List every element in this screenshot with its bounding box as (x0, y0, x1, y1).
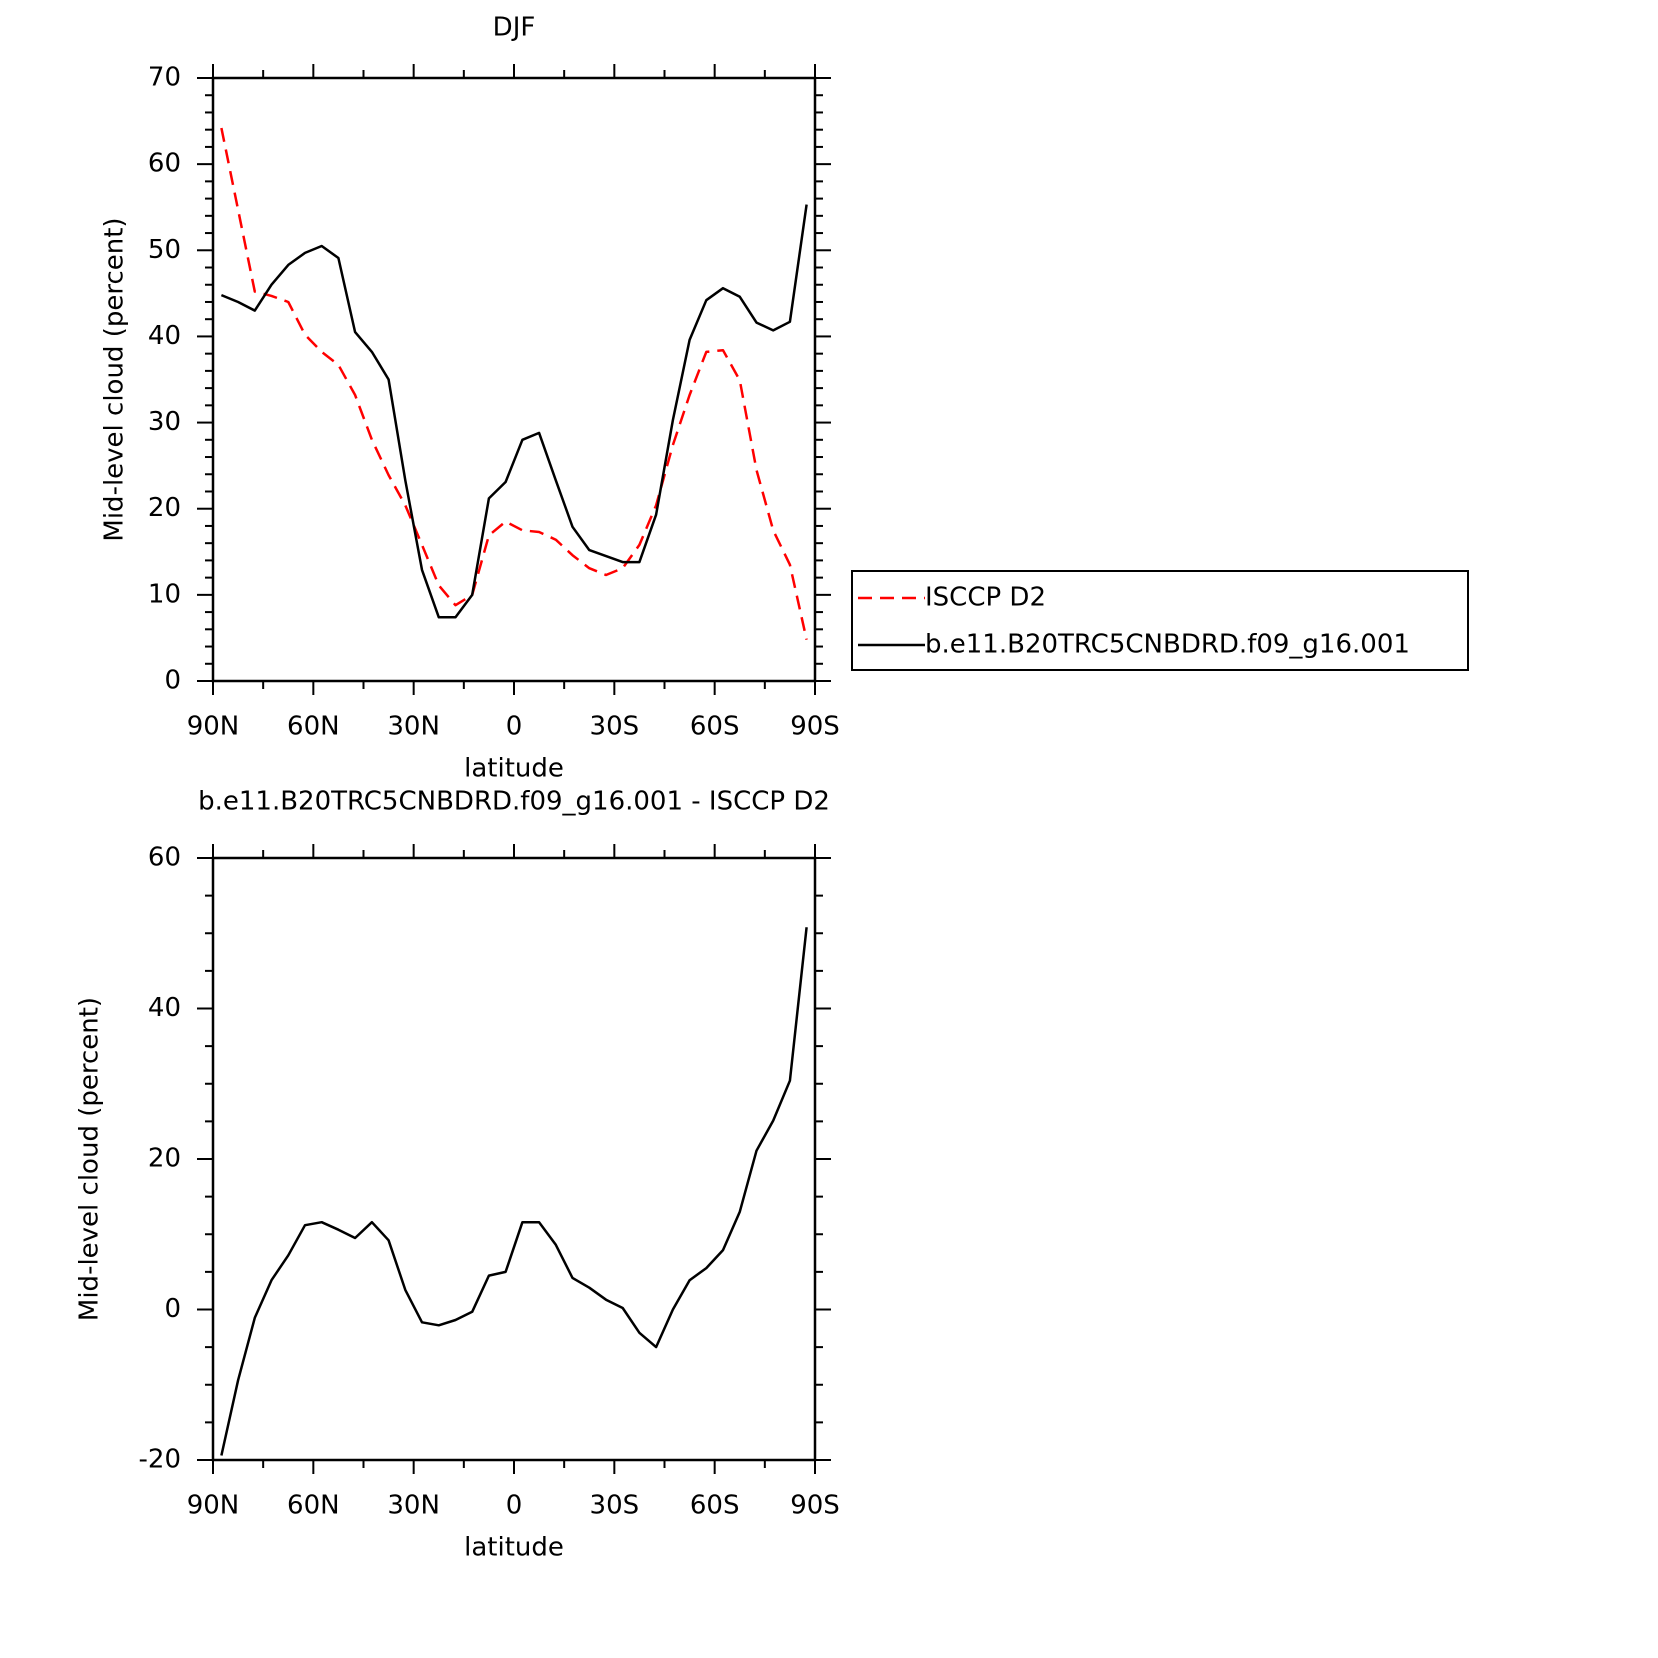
x-tick-label: 60N (287, 712, 340, 742)
y-tick-label: 60 (148, 149, 181, 179)
x-tick-label: 30S (590, 712, 640, 742)
data-line (220, 204, 808, 619)
y-tick-label: 10 (148, 579, 181, 609)
plot-frame (211, 856, 817, 1462)
data-line (220, 927, 808, 1456)
x-tick-label: 60S (690, 1491, 740, 1521)
y-tick-label: 60 (148, 843, 181, 873)
y-axis-label: Mid-level cloud (percent) (100, 217, 130, 541)
x-tick-label: 90S (790, 1491, 840, 1521)
chart-title: b.e11.B20TRC5CNBDRD.f09_g16.001 - ISCCP … (198, 787, 830, 817)
y-tick-label: 20 (148, 493, 181, 523)
y-tick-label: 40 (148, 321, 181, 351)
x-tick-label: 90S (790, 712, 840, 742)
y-tick-label: 70 (148, 63, 181, 93)
y-axis-label: Mid-level cloud (percent) (75, 997, 105, 1321)
x-tick-label: 60N (287, 1491, 340, 1521)
x-axis-label: latitude (464, 754, 564, 784)
x-tick-label: 30N (387, 712, 440, 742)
y-tick-label: -20 (139, 1445, 181, 1475)
data-line (220, 127, 808, 640)
x-tick-label: 0 (506, 712, 523, 742)
y-tick-label: 20 (148, 1144, 181, 1174)
legend-box (851, 570, 1469, 671)
y-tick-label: 40 (148, 993, 181, 1023)
y-tick-label: 50 (148, 235, 181, 265)
legend-label: b.e11.B20TRC5CNBDRD.f09_g16.001 (925, 630, 1410, 660)
y-tick-label: 30 (148, 407, 181, 437)
x-tick-label: 30S (590, 1491, 640, 1521)
y-tick-label: 0 (164, 1294, 181, 1324)
y-tick-label: 0 (164, 666, 181, 696)
chart-title: DJF (493, 13, 536, 43)
legend-label: ISCCP D2 (925, 583, 1046, 613)
x-tick-label: 60S (690, 712, 740, 742)
x-tick-label: 90N (187, 712, 240, 742)
x-tick-label: 30N (387, 1491, 440, 1521)
x-tick-label: 0 (506, 1491, 523, 1521)
x-axis-label: latitude (464, 1533, 564, 1563)
x-tick-label: 90N (187, 1491, 240, 1521)
plot-frame (211, 76, 817, 683)
